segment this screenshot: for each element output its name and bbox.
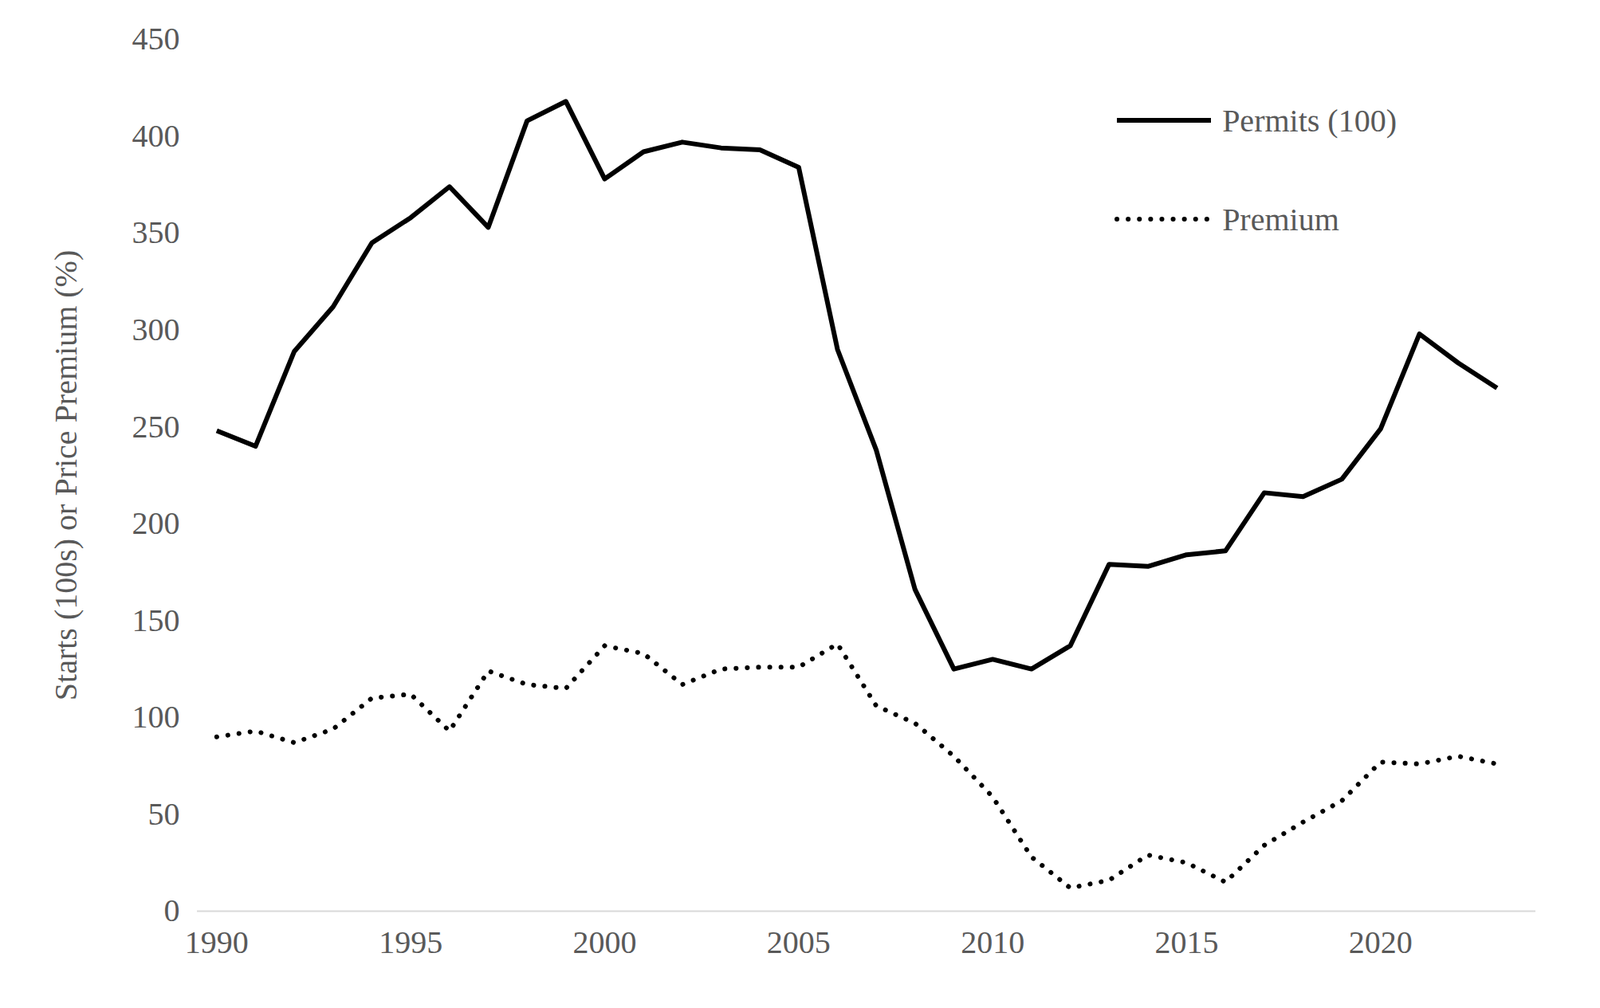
svg-text:0: 0 — [164, 892, 181, 929]
svg-text:350: 350 — [132, 214, 181, 251]
svg-text:450: 450 — [132, 20, 181, 57]
svg-text:50: 50 — [148, 796, 181, 833]
html-text:Premium: Premium — [1222, 201, 1340, 238]
svg-text:100: 100 — [132, 699, 181, 736]
html-text:Permits (100): Permits (100) — [1222, 102, 1397, 139]
svg-text:200: 200 — [132, 505, 181, 542]
svg-text:2010: 2010 — [960, 924, 1025, 961]
svg-text:250: 250 — [132, 408, 181, 445]
svg-text:1995: 1995 — [378, 924, 443, 961]
svg-text:150: 150 — [132, 602, 181, 639]
svg-text:400: 400 — [132, 117, 181, 154]
svg-text:2015: 2015 — [1155, 924, 1219, 961]
svg-text:Starts (100s) or Price Premium: Starts (100s) or Price Premium (%) — [47, 250, 84, 701]
svg-text:2000: 2000 — [573, 924, 637, 961]
svg-text:1990: 1990 — [184, 924, 249, 961]
svg-text:2020: 2020 — [1348, 924, 1413, 961]
svg-text:2005: 2005 — [766, 924, 831, 961]
svg-text:300: 300 — [132, 311, 181, 348]
